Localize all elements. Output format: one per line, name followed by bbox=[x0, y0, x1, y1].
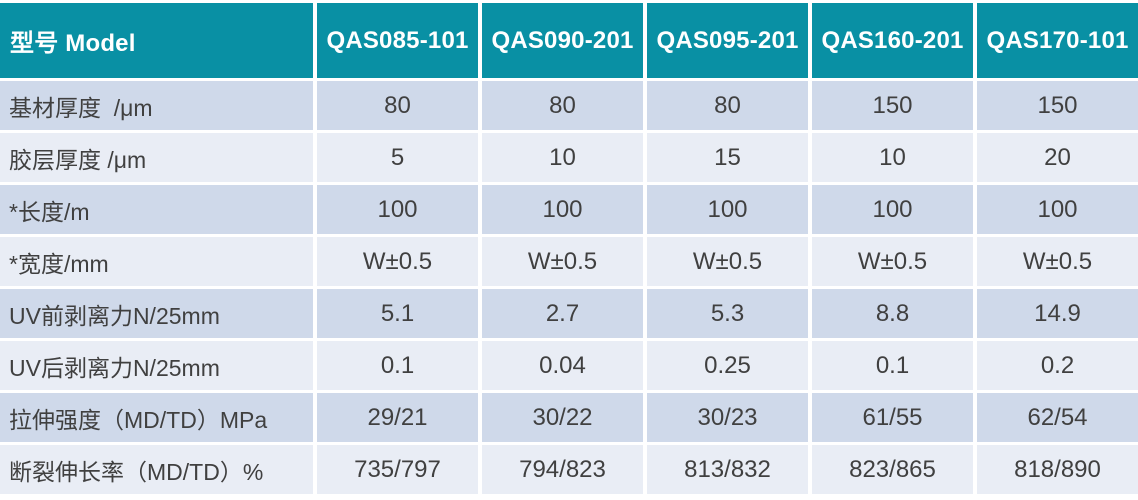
table-cell: 823/865 bbox=[812, 445, 973, 494]
table-cell: 100 bbox=[812, 185, 973, 234]
table-cell: 0.2 bbox=[977, 341, 1138, 390]
table-cell: 5.3 bbox=[647, 289, 808, 338]
row-label-length: *长度/m bbox=[0, 185, 313, 234]
table-cell: 80 bbox=[482, 81, 643, 130]
table-cell: 0.04 bbox=[482, 341, 643, 390]
table-cell: 100 bbox=[977, 185, 1138, 234]
row-label-tensile-strength: 拉伸强度（MD/TD）MPa bbox=[0, 393, 313, 442]
table-cell: 150 bbox=[977, 81, 1138, 130]
table-cell: 794/823 bbox=[482, 445, 643, 494]
table-cell: W±0.5 bbox=[977, 237, 1138, 286]
table-cell: 150 bbox=[812, 81, 973, 130]
table-cell: 5 bbox=[317, 133, 478, 182]
row-label-width: *宽度/mm bbox=[0, 237, 313, 286]
table-cell: 0.25 bbox=[647, 341, 808, 390]
table-cell: 15 bbox=[647, 133, 808, 182]
table-cell: 80 bbox=[647, 81, 808, 130]
table-cell: 8.8 bbox=[812, 289, 973, 338]
table-cell: 5.1 bbox=[317, 289, 478, 338]
table-cell: 100 bbox=[317, 185, 478, 234]
table-cell: 10 bbox=[812, 133, 973, 182]
row-label-base-thickness: 基材厚度 /μm bbox=[0, 81, 313, 130]
table-cell: 29/21 bbox=[317, 393, 478, 442]
table-cell: 0.1 bbox=[812, 341, 973, 390]
column-header-model: 型号 Model bbox=[0, 3, 313, 78]
table-cell: 30/22 bbox=[482, 393, 643, 442]
table-cell: 2.7 bbox=[482, 289, 643, 338]
table-cell: 61/55 bbox=[812, 393, 973, 442]
table-cell: 14.9 bbox=[977, 289, 1138, 338]
table-cell: W±0.5 bbox=[482, 237, 643, 286]
table-cell: 20 bbox=[977, 133, 1138, 182]
column-header-qas090: QAS090-201 bbox=[482, 3, 643, 78]
table-cell: 80 bbox=[317, 81, 478, 130]
row-label-elongation: 断裂伸长率（MD/TD）% bbox=[0, 445, 313, 494]
table-cell: 813/832 bbox=[647, 445, 808, 494]
column-header-qas085: QAS085-101 bbox=[317, 3, 478, 78]
table-cell: 10 bbox=[482, 133, 643, 182]
table-cell: W±0.5 bbox=[317, 237, 478, 286]
column-header-qas170: QAS170-101 bbox=[977, 3, 1138, 78]
table-cell: W±0.5 bbox=[812, 237, 973, 286]
table-cell: 100 bbox=[482, 185, 643, 234]
table-cell: 0.1 bbox=[317, 341, 478, 390]
table-cell: W±0.5 bbox=[647, 237, 808, 286]
table-cell: 30/23 bbox=[647, 393, 808, 442]
table-cell: 100 bbox=[647, 185, 808, 234]
row-label-adhesive-thickness: 胶层厚度 /μm bbox=[0, 133, 313, 182]
row-label-peel-before-uv: UV前剥离力N/25mm bbox=[0, 289, 313, 338]
table-cell: 818/890 bbox=[977, 445, 1138, 494]
column-header-qas160: QAS160-201 bbox=[812, 3, 973, 78]
table-cell: 735/797 bbox=[317, 445, 478, 494]
column-header-qas095: QAS095-201 bbox=[647, 3, 808, 78]
row-label-peel-after-uv: UV后剥离力N/25mm bbox=[0, 341, 313, 390]
table-cell: 62/54 bbox=[977, 393, 1138, 442]
